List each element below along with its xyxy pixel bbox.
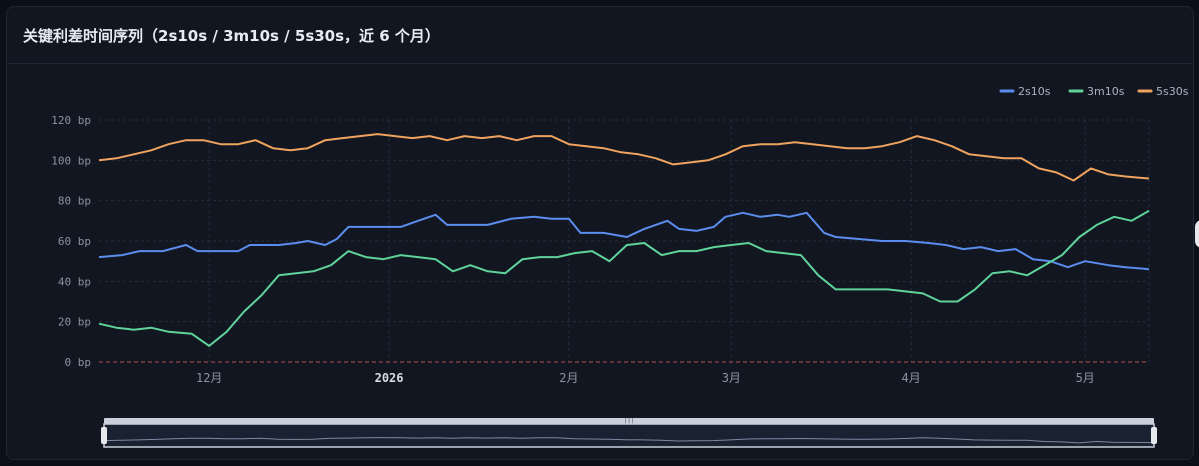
series-lines <box>98 133 1150 347</box>
x-tick-label: 2月 <box>559 371 578 385</box>
y-tick-label: 40 bp <box>58 275 91 288</box>
y-tick-label: 20 bp <box>58 316 91 329</box>
series-line-2s10s[interactable] <box>98 211 1150 271</box>
panel-resize-handle[interactable] <box>1195 220 1199 248</box>
x-tick-label: 12月 <box>196 371 222 385</box>
navigator-left-handle[interactable] <box>101 427 107 444</box>
x-axis: 12月 2026 2月 3月 4月 5月 <box>196 371 1095 385</box>
y-tick-label: 120 bp <box>51 114 91 127</box>
navigator-right-handle[interactable] <box>1151 427 1157 444</box>
y-axis: 0 bp 20 bp 40 bp 60 bp 80 bp 100 bp 120 bp <box>51 114 91 369</box>
range-navigator[interactable]: ||| <box>101 418 1157 448</box>
spread-line-chart[interactable]: 0 bp 20 bp 40 bp 60 bp 80 bp 100 bp 120 bp 12月… <box>7 64 1193 460</box>
legend-label: 2s10s <box>1018 85 1051 98</box>
legend-label: 3m10s <box>1087 85 1125 98</box>
navigator-mini-series <box>103 437 1155 444</box>
series-line-3m10s[interactable] <box>98 209 1150 347</box>
navigator-scrollbar[interactable] <box>104 418 1154 424</box>
y-tick-label: 0 bp <box>65 356 92 369</box>
x-tick-label: 2026 <box>375 371 404 385</box>
series-line-5s30s[interactable] <box>98 133 1150 182</box>
x-tick-label: 4月 <box>902 371 921 385</box>
spread-chart-card: 关键利差时间序列（2s10s / 3m10s / 5s30s，近 6 个月） 0… <box>6 6 1194 460</box>
x-tick-label: 5月 <box>1076 371 1095 385</box>
y-tick-label: 100 bp <box>51 154 91 167</box>
legend-item-5s30s[interactable]: 5s30s <box>1137 85 1189 98</box>
navigator-grip-icon[interactable]: ||| <box>624 418 635 425</box>
legend[interactable]: 2s10s 3m10s 5s30s <box>999 85 1189 98</box>
navigator-window[interactable] <box>103 423 1155 448</box>
y-tick-label: 80 bp <box>58 195 91 208</box>
card-header: 关键利差时间序列（2s10s / 3m10s / 5s30s，近 6 个月） <box>7 7 1193 64</box>
legend-label: 5s30s <box>1156 85 1189 98</box>
legend-item-2s10s[interactable]: 2s10s <box>999 85 1051 98</box>
legend-item-3m10s[interactable]: 3m10s <box>1068 85 1125 98</box>
x-tick-label: 3月 <box>722 371 741 385</box>
y-tick-label: 60 bp <box>58 235 91 248</box>
chart-title: 关键利差时间序列（2s10s / 3m10s / 5s30s，近 6 个月） <box>23 26 440 45</box>
